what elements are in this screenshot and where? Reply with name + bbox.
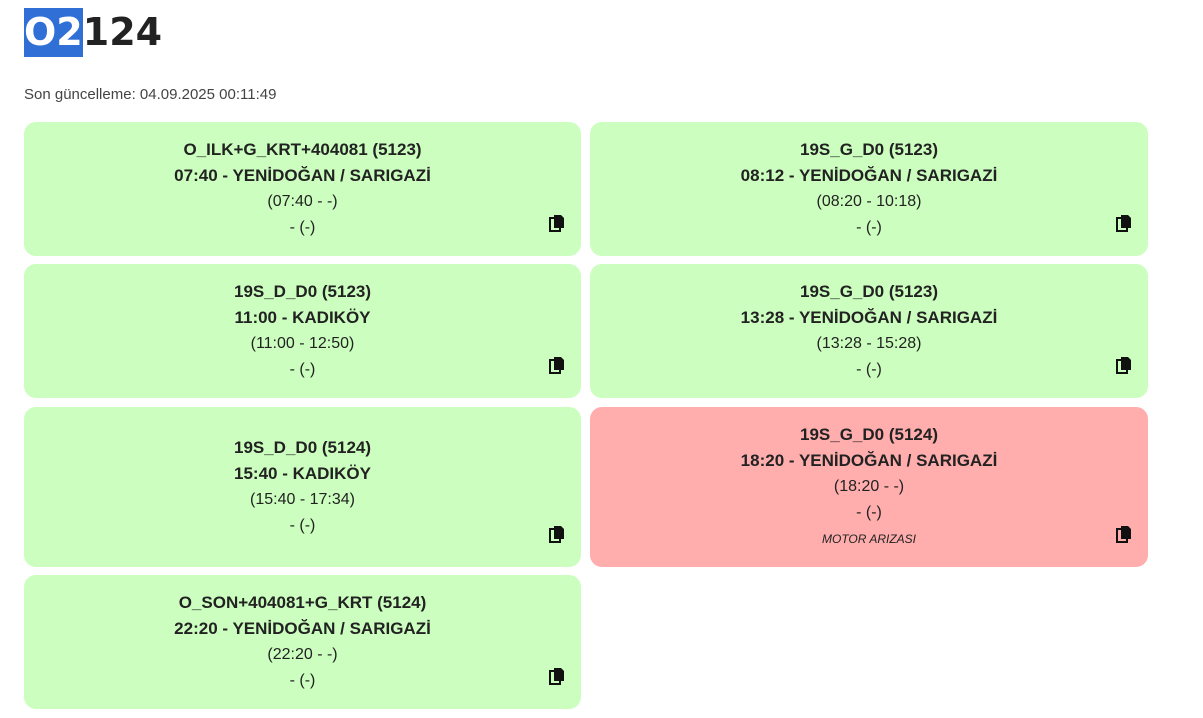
trip-extra: - (-)	[856, 361, 882, 378]
trip-extra: - (-)	[856, 219, 882, 236]
copy-icon[interactable]	[549, 356, 565, 374]
copy-icon[interactable]	[1116, 214, 1132, 232]
page-title-rest: 124	[82, 10, 163, 54]
trip-code: O_SON+404081+G_KRT (5124)	[178, 593, 427, 612]
trip-card: 19S_G_D0 (5123) 13:28 - YENİDOĞAN / SARIG…	[590, 264, 1148, 398]
trip-card: 19S_G_D0 (5123) 08:12 - YENİDOĞAN / SARIG…	[590, 122, 1148, 256]
trip-departure: 15:40 - KADIKÖY	[234, 464, 371, 483]
trip-departure: 11:00 - KADIKÖY	[234, 308, 371, 327]
trip-code: 19S_G_D0 (5123)	[800, 140, 938, 159]
copy-icon[interactable]	[549, 667, 565, 685]
trip-card: O_ILK+G_KRT+404081 (5123) 07:40 - YENİDOĞ…	[24, 122, 581, 256]
trip-extra: - (-)	[289, 361, 316, 378]
trip-time-range: (18:20 - -)	[833, 478, 905, 495]
trip-code: 19S_D_D0 (5124)	[233, 438, 372, 457]
trip-code: 19S_G_D0 (5123)	[800, 282, 938, 301]
last-updated: Son güncelleme: 04.09.2025 00:11:49	[24, 86, 277, 103]
page-title: O2124	[24, 8, 162, 57]
trip-card: O_SON+404081+G_KRT (5124) 22:20 - YENİDOĞ…	[24, 575, 581, 709]
trip-extra: - (-)	[289, 672, 316, 689]
trip-code: 19S_G_D0 (5124)	[800, 425, 938, 444]
copy-icon[interactable]	[549, 525, 565, 543]
trip-time-range: (07:40 - -)	[267, 193, 338, 210]
trip-code: 19S_D_D0 (5123)	[233, 282, 372, 301]
trip-time-range: (15:40 - 17:34)	[250, 491, 355, 508]
trip-time-range: (13:28 - 15:28)	[816, 335, 922, 352]
trip-departure: 22:20 - YENİDOĞAN / SARIGAZİ	[174, 619, 431, 638]
trip-extra: - (-)	[289, 219, 316, 236]
trip-time-range: (22:20 - -)	[267, 646, 338, 663]
trip-departure: 18:20 - YENİDOĞAN / SARIGAZİ	[740, 451, 998, 470]
trip-extra: - (-)	[856, 504, 882, 521]
trip-extra: - (-)	[289, 517, 316, 534]
copy-icon[interactable]	[1116, 525, 1132, 543]
trip-time-range: (08:20 - 10:18)	[816, 193, 922, 210]
copy-icon[interactable]	[1116, 356, 1132, 374]
trip-departure: 07:40 - YENİDOĞAN / SARIGAZİ	[174, 166, 431, 185]
trip-departure: 13:28 - YENİDOĞAN / SARIGAZİ	[740, 308, 998, 327]
page-title-highlight: O2	[24, 8, 83, 57]
trip-time-range: (11:00 - 12:50)	[250, 335, 355, 352]
trip-card: 19S_D_D0 (5124) 15:40 - KADIKÖY (15:40 - 1…	[24, 407, 581, 567]
trip-code: O_ILK+G_KRT+404081 (5123)	[183, 140, 422, 159]
copy-icon[interactable]	[549, 214, 565, 232]
trip-note: MOTOR ARIZASI	[821, 532, 916, 546]
trip-departure: 08:12 - YENİDOĞAN / SARIGAZİ	[740, 166, 998, 185]
trip-card: 19S_D_D0 (5123) 11:00 - KADIKÖY (11:00 - 1…	[24, 264, 581, 398]
trip-card: 19S_G_D0 (5124) 18:20 - YENİDOĞAN / SARIG…	[590, 407, 1148, 567]
